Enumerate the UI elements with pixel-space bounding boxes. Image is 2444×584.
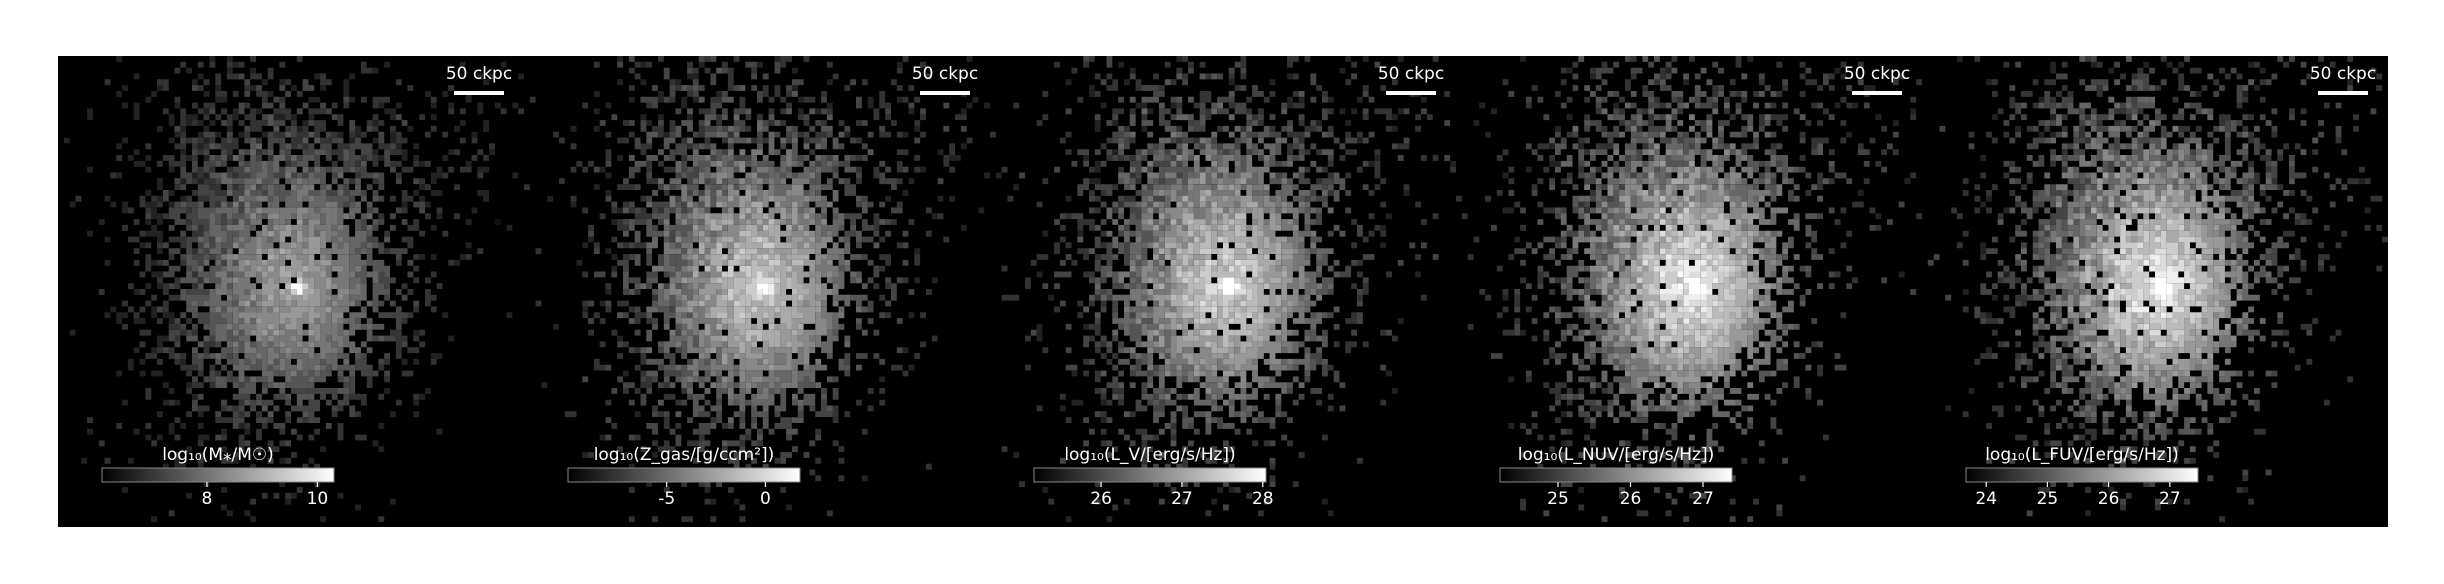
- pixel-layer: [1077, 73, 1346, 447]
- pixel-layer: [1176, 236, 1258, 336]
- colorbar-tick-label: 0: [760, 489, 771, 509]
- colorbar: [1965, 467, 2199, 483]
- pixel-layer: [2038, 114, 2260, 418]
- pixel-layer: [215, 172, 361, 377]
- colorbar-tick-label: 25: [2037, 489, 2059, 509]
- pixel-layer: [291, 277, 309, 295]
- pixel-layer: [757, 283, 775, 295]
- image-panel: [524, 56, 991, 523]
- pixel-layer: [2079, 178, 2225, 377]
- pixel-layer: [1158, 190, 1288, 359]
- pixel-layer: [285, 283, 292, 290]
- pixel-layer: [1997, 56, 2319, 482]
- pixel-layer: [1555, 102, 1800, 441]
- colorbar-tick-label: 26: [1090, 489, 1112, 509]
- colorbar-label: log₁₀(M⁎/M☉): [162, 445, 274, 465]
- colorbar: [101, 467, 335, 483]
- colorbar-tick-label: 28: [1252, 489, 1274, 509]
- pixel-layer: [681, 190, 822, 371]
- pixel-layer: [1170, 213, 1270, 348]
- pixel-layer: [267, 248, 315, 301]
- colorbar-tick-label: 27: [1692, 489, 1714, 509]
- pixel-layer: [1019, 56, 1451, 511]
- pixel-layer: [1601, 160, 1771, 389]
- pixel-layer: [75, 56, 525, 523]
- pixel-layer: [291, 283, 303, 295]
- colorbar-tick-label: -5: [658, 489, 675, 509]
- colorbar-tick-label: 24: [1975, 489, 1997, 509]
- image-panel: [990, 56, 1457, 523]
- pixel-layer: [226, 207, 350, 354]
- pixel-layer: [2108, 236, 2196, 336]
- pixel-layer: [1456, 56, 1923, 517]
- pixel-layer: [1531, 56, 1835, 482]
- pixel-layer: [1129, 155, 1305, 394]
- pixel-layer: [494, 219, 501, 225]
- colorbar-tick-label: 25: [1547, 489, 1569, 509]
- image-panel: [1927, 56, 2389, 523]
- colorbar-label: log₁₀(L_V/[erg/s/Hz]): [1064, 445, 1235, 465]
- colorbar: [1033, 467, 1267, 483]
- scalebar: [1386, 91, 1436, 95]
- image-panel: [63, 56, 525, 523]
- scalebar: [454, 91, 504, 95]
- scalebar: [2318, 91, 2368, 95]
- pixel-layer: [2085, 195, 2214, 359]
- pixel-layer: [1607, 178, 1759, 371]
- colorbar-tick-label: 27: [2159, 489, 2181, 509]
- colorbar-tick-label: 8: [202, 489, 213, 509]
- colorbar-label: log₁₀(Z_gas/[g/ccm²]): [594, 445, 775, 465]
- pixel-layer: [640, 114, 862, 424]
- pixel-layer: [2155, 277, 2173, 301]
- pixel-layer: [1094, 102, 1334, 424]
- pixel-layer: [669, 160, 833, 389]
- pixel-layer: [617, 67, 886, 447]
- pixel-layer: [704, 219, 804, 342]
- scalebar: [920, 91, 970, 95]
- image-panel: [1456, 56, 1923, 523]
- scalebar-label: 50 ckpc: [1844, 64, 1910, 84]
- pixel-layer: [1659, 254, 1719, 324]
- pixel-layer: [63, 56, 525, 523]
- pixel-layer: [2102, 207, 2208, 348]
- pixel-layer: [1217, 283, 1224, 290]
- colorbar: [567, 467, 801, 483]
- colorbar-tick-label: 26: [2098, 489, 2120, 509]
- pixel-layer: [1584, 143, 1783, 406]
- pixel-layer: [1677, 271, 1707, 295]
- pixel-layer: [757, 271, 775, 301]
- pixel-layer: [2015, 96, 2272, 429]
- scalebar-label: 50 ckpc: [1378, 64, 1444, 84]
- colorbar: [1499, 467, 1733, 483]
- colorbar-tick-label: 26: [1620, 489, 1642, 509]
- pixel-layer: [2067, 160, 2231, 389]
- pixel-layer: [757, 283, 769, 295]
- scalebar-label: 50 ckpc: [912, 64, 978, 84]
- pixel-layer: [990, 56, 1457, 517]
- pixel-layer: [1624, 195, 1754, 359]
- pixel-layer: [1642, 230, 1730, 330]
- pixel-layer: [722, 236, 781, 319]
- pixel-layer: [1223, 277, 1241, 295]
- pixel-layer: [652, 149, 851, 400]
- scalebar: [1852, 91, 1902, 95]
- pixel-layer: [692, 201, 810, 354]
- pixel-layer: [244, 219, 332, 336]
- scalebar-label: 50 ckpc: [2310, 64, 2376, 84]
- pixel-layer: [2131, 254, 2185, 319]
- pixel-layer: [1491, 56, 1917, 523]
- colorbar-tick-label: 27: [1171, 489, 1193, 509]
- scalebar-label: 50 ckpc: [446, 64, 512, 84]
- colorbar-label: log₁₀(L_FUV/[erg/s/Hz]): [1985, 445, 2179, 465]
- colorbar-label: log₁₀(L_NUV/[erg/s/Hz]): [1518, 445, 1715, 465]
- colorbar-tick-label: 10: [307, 489, 329, 509]
- pixel-layer: [1147, 172, 1293, 377]
